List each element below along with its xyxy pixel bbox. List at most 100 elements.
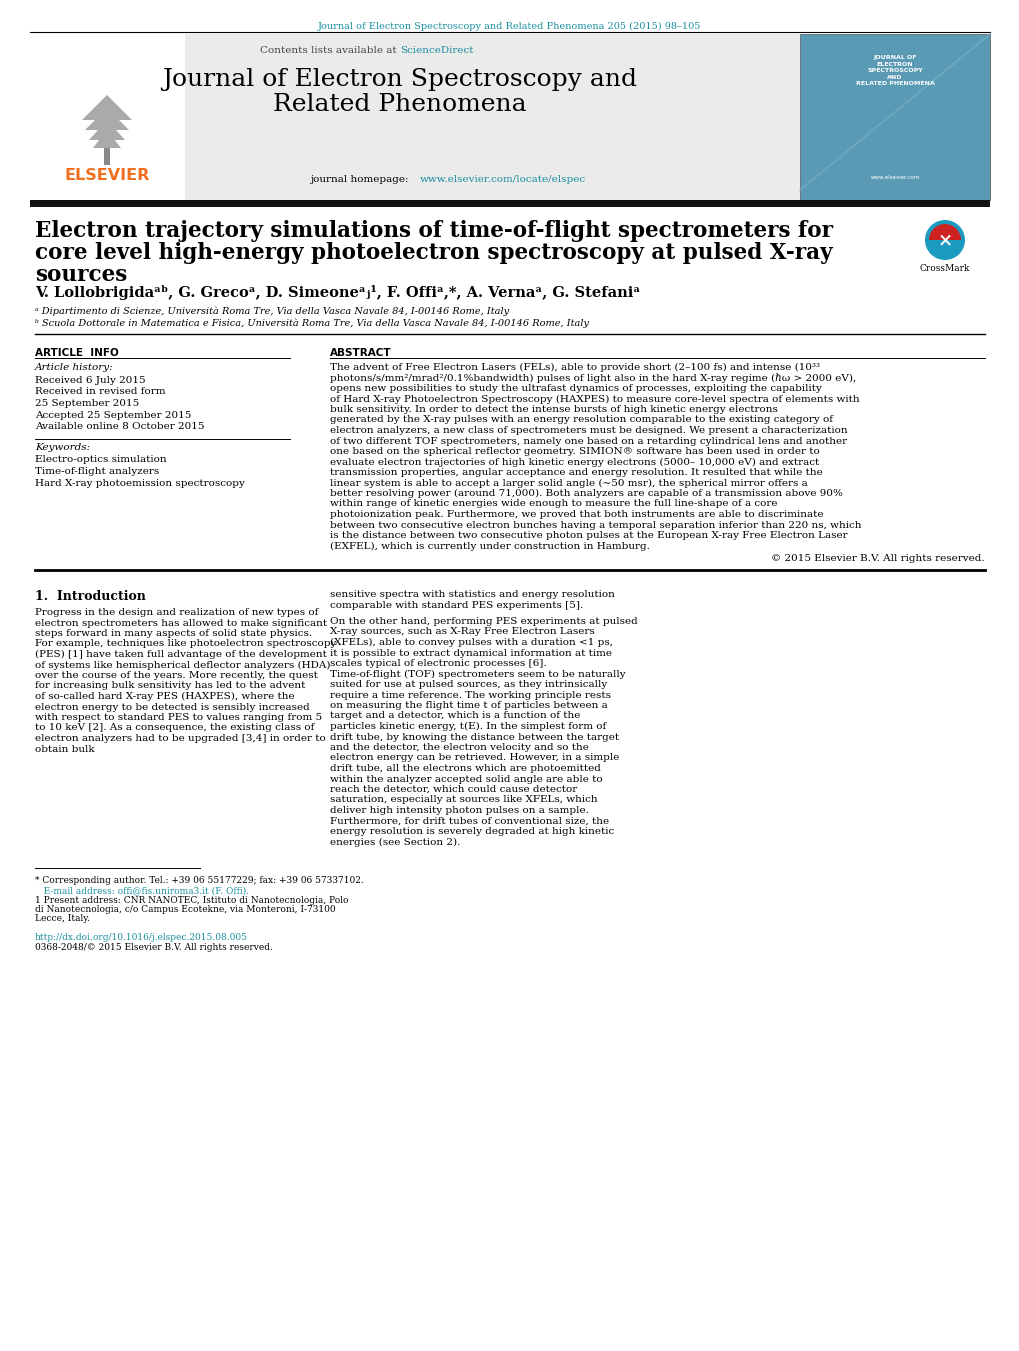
- Text: ×: ×: [936, 231, 952, 249]
- Text: electron energy can be retrieved. However, in a simple: electron energy can be retrieved. Howeve…: [330, 754, 619, 762]
- Text: comparable with standard PES experiments [5].: comparable with standard PES experiments…: [330, 600, 583, 609]
- Text: (XFELs), able to convey pulses with a duration <1 ps,: (XFELs), able to convey pulses with a du…: [330, 638, 612, 647]
- Text: 1 Present address: CNR NANOTEC, Istituto di Nanotecnologia, Polo: 1 Present address: CNR NANOTEC, Istituto…: [35, 896, 348, 905]
- Bar: [799, 34, 989, 200]
- Text: www.elsevier.com/locate/elspec: www.elsevier.com/locate/elspec: [420, 176, 586, 184]
- Text: 0368-2048/© 2015 Elsevier B.V. All rights reserved.: 0368-2048/© 2015 Elsevier B.V. All right…: [35, 943, 273, 952]
- Text: 25 September 2015: 25 September 2015: [35, 399, 140, 408]
- Text: of two different TOF spectrometers, namely one based on a retarding cylindrical : of two different TOF spectrometers, name…: [330, 436, 847, 446]
- Text: Accepted 25 September 2015: Accepted 25 September 2015: [35, 411, 192, 420]
- Text: Related Phenomena: Related Phenomena: [273, 93, 526, 116]
- Text: steps forward in many aspects of solid state physics.: steps forward in many aspects of solid s…: [35, 630, 312, 638]
- Bar: [184, 34, 799, 200]
- Text: electron spectrometers has allowed to make significant: electron spectrometers has allowed to ma…: [35, 619, 327, 627]
- Text: better resolving power (around 71,000). Both analyzers are capable of a transmis: better resolving power (around 71,000). …: [330, 489, 842, 499]
- Polygon shape: [82, 95, 131, 120]
- Circle shape: [924, 220, 964, 259]
- Text: electron analyzers had to be upgraded [3,4] in order to: electron analyzers had to be upgraded [3…: [35, 734, 325, 743]
- Text: Journal of Electron Spectroscopy and: Journal of Electron Spectroscopy and: [162, 68, 637, 91]
- Text: journal homepage:: journal homepage:: [310, 176, 412, 184]
- Text: E-mail address: offi@fis.uniroma3.it (F. Offi).: E-mail address: offi@fis.uniroma3.it (F.…: [35, 886, 249, 894]
- Text: CrossMark: CrossMark: [919, 263, 969, 273]
- Text: Time-of-flight analyzers: Time-of-flight analyzers: [35, 467, 159, 476]
- Text: 1.  Introduction: 1. Introduction: [35, 590, 146, 603]
- Bar: [104, 145, 110, 165]
- Polygon shape: [89, 120, 125, 141]
- Text: Received 6 July 2015: Received 6 July 2015: [35, 376, 146, 385]
- Text: Hard X-ray photoemission spectroscopy: Hard X-ray photoemission spectroscopy: [35, 478, 245, 488]
- Text: of systems like hemispherical deflector analyzers (HDA): of systems like hemispherical deflector …: [35, 661, 330, 670]
- Text: with respect to standard PES to values ranging from 5: with respect to standard PES to values r…: [35, 713, 322, 721]
- Text: it is possible to extract dynamical information at time: it is possible to extract dynamical info…: [330, 648, 611, 658]
- Text: Article history:: Article history:: [35, 363, 113, 372]
- Text: sensitive spectra with statistics and energy resolution: sensitive spectra with statistics and en…: [330, 590, 614, 598]
- Text: ELSEVIER: ELSEVIER: [64, 168, 150, 182]
- Text: evaluate electron trajectories of high kinetic energy electrons (5000– 10,000 eV: evaluate electron trajectories of high k…: [330, 458, 818, 466]
- Text: Available online 8 October 2015: Available online 8 October 2015: [35, 422, 204, 431]
- Text: and the detector, the electron velocity and so the: and the detector, the electron velocity …: [330, 743, 588, 753]
- Polygon shape: [93, 130, 121, 149]
- Text: energy resolution is severely degraded at high kinetic: energy resolution is severely degraded a…: [330, 827, 613, 836]
- Text: energies (see Section 2).: energies (see Section 2).: [330, 838, 460, 847]
- Text: generated by the X-ray pulses with an energy resolution comparable to the existi: generated by the X-ray pulses with an en…: [330, 416, 833, 424]
- Text: V. Lollobrigidaᵃᵇ, G. Grecoᵃ, D. Simeoneᵃⱼ¹, F. Offiᵃ,*, A. Vernaᵃ, G. Stefaniᵃ: V. Lollobrigidaᵃᵇ, G. Grecoᵃ, D. Simeone…: [35, 285, 640, 300]
- Text: opens new possibilities to study the ultrafast dynamics of processes, exploiting: opens new possibilities to study the ult…: [330, 384, 821, 393]
- Text: linear system is able to accept a larger solid angle (~50 msr), the spherical mi: linear system is able to accept a larger…: [330, 478, 807, 488]
- Text: target and a detector, which is a function of the: target and a detector, which is a functi…: [330, 712, 580, 720]
- Wedge shape: [928, 224, 960, 240]
- Text: deliver high intensity photon pulses on a sample.: deliver high intensity photon pulses on …: [330, 807, 588, 815]
- Text: The advent of Free Electron Lasers (FELs), able to provide short (2–100 fs) and : The advent of Free Electron Lasers (FELs…: [330, 363, 819, 372]
- Text: ABSTRACT: ABSTRACT: [330, 349, 391, 358]
- Text: Lecce, Italy.: Lecce, Italy.: [35, 915, 90, 923]
- Text: di Nanotecnologia, c/o Campus Ecotekne, via Monteroni, I-73100: di Nanotecnologia, c/o Campus Ecotekne, …: [35, 905, 335, 915]
- Text: scales typical of electronic processes [6].: scales typical of electronic processes […: [330, 659, 546, 667]
- Text: within range of kinetic energies wide enough to measure the full line-shape of a: within range of kinetic energies wide en…: [330, 500, 776, 508]
- Text: Progress in the design and realization of new types of: Progress in the design and realization o…: [35, 608, 318, 617]
- Text: electron analyzers, a new class of spectrometers must be designed. We present a : electron analyzers, a new class of spect…: [330, 426, 847, 435]
- Text: Electro-optics simulation: Electro-optics simulation: [35, 455, 166, 465]
- Text: sources: sources: [35, 263, 127, 286]
- Text: within the analyzer accepted solid angle are able to: within the analyzer accepted solid angle…: [330, 774, 602, 784]
- Text: bulk sensitivity. In order to detect the intense bursts of high kinetic energy e: bulk sensitivity. In order to detect the…: [330, 405, 777, 413]
- Text: on measuring the flight time t of particles between a: on measuring the flight time t of partic…: [330, 701, 607, 711]
- Text: * Corresponding author. Tel.: +39 06 55177229; fax: +39 06 57337102.: * Corresponding author. Tel.: +39 06 551…: [35, 875, 364, 885]
- Text: ᵃ Dipartimento di Scienze, Università Roma Tre, Via della Vasca Navale 84, I-001: ᵃ Dipartimento di Scienze, Università Ro…: [35, 307, 508, 316]
- Text: Received in revised form: Received in revised form: [35, 388, 165, 396]
- Polygon shape: [85, 108, 128, 130]
- Text: Journal of Electron Spectroscopy and Related Phenomena 205 (2015) 98–105: Journal of Electron Spectroscopy and Rel…: [318, 22, 701, 31]
- Text: Contents lists available at: Contents lists available at: [260, 46, 399, 55]
- Text: ScienceDirect: ScienceDirect: [399, 46, 473, 55]
- Text: Time-of-flight (TOF) spectrometers seem to be naturally: Time-of-flight (TOF) spectrometers seem …: [330, 670, 625, 678]
- Text: Furthermore, for drift tubes of conventional size, the: Furthermore, for drift tubes of conventi…: [330, 816, 608, 825]
- Text: drift tube, all the electrons which are photoemitted: drift tube, all the electrons which are …: [330, 765, 600, 773]
- Text: between two consecutive electron bunches having a temporal separation inferior t: between two consecutive electron bunches…: [330, 520, 861, 530]
- Bar: [30, 34, 184, 200]
- Text: drift tube, by knowing the distance between the target: drift tube, by knowing the distance betw…: [330, 732, 619, 742]
- Text: Electron trajectory simulations of time-of-flight spectrometers for: Electron trajectory simulations of time-…: [35, 220, 833, 242]
- Text: www.elsevier.com: www.elsevier.com: [869, 176, 919, 180]
- Text: obtain bulk: obtain bulk: [35, 744, 95, 754]
- Text: For example, techniques like photoelectron spectroscopy: For example, techniques like photoelectr…: [35, 639, 336, 648]
- Text: suited for use at pulsed sources, as they intrinsically: suited for use at pulsed sources, as the…: [330, 680, 606, 689]
- Text: photons/s/mm²/mrad²/0.1%bandwidth) pulses of light also in the hard X-ray regime: photons/s/mm²/mrad²/0.1%bandwidth) pulse…: [330, 373, 855, 384]
- Text: particles kinetic energy, t(E). In the simplest form of: particles kinetic energy, t(E). In the s…: [330, 721, 605, 731]
- Text: electron energy to be detected is sensibly increased: electron energy to be detected is sensib…: [35, 703, 310, 712]
- Text: require a time reference. The working principle rests: require a time reference. The working pr…: [330, 690, 610, 700]
- Text: to 10 keV [2]. As a consequence, the existing class of: to 10 keV [2]. As a consequence, the exi…: [35, 724, 314, 732]
- Text: saturation, especially at sources like XFELs, which: saturation, especially at sources like X…: [330, 796, 597, 804]
- Bar: [30, 200, 989, 207]
- Text: JOURNAL OF
ELECTRON
SPECTROSCOPY
AND
RELATED PHENOMENA: JOURNAL OF ELECTRON SPECTROSCOPY AND REL…: [855, 55, 933, 86]
- Text: (EXFEL), which is currently under construction in Hamburg.: (EXFEL), which is currently under constr…: [330, 542, 649, 551]
- Wedge shape: [928, 240, 960, 255]
- Text: On the other hand, performing PES experiments at pulsed: On the other hand, performing PES experi…: [330, 617, 637, 626]
- Text: of so-called hard X-ray PES (HAXPES), where the: of so-called hard X-ray PES (HAXPES), wh…: [35, 692, 294, 701]
- Text: Keywords:: Keywords:: [35, 443, 90, 453]
- Text: ARTICLE  INFO: ARTICLE INFO: [35, 349, 118, 358]
- Text: photoionization peak. Furthermore, we proved that both instruments are able to d: photoionization peak. Furthermore, we pr…: [330, 509, 822, 519]
- Text: ᵇ Scuola Dottorale in Matematica e Fisica, Università Roma Tre, Via della Vasca : ᵇ Scuola Dottorale in Matematica e Fisic…: [35, 317, 588, 327]
- Text: one based on the spherical reflector geometry. SIMION® software has been used in: one based on the spherical reflector geo…: [330, 447, 819, 457]
- Text: © 2015 Elsevier B.V. All rights reserved.: © 2015 Elsevier B.V. All rights reserved…: [770, 554, 984, 563]
- Text: X-ray sources, such as X-Ray Free Electron Lasers: X-ray sources, such as X-Ray Free Electr…: [330, 627, 594, 636]
- Text: http://dx.doi.org/10.1016/j.elspec.2015.08.005: http://dx.doi.org/10.1016/j.elspec.2015.…: [35, 934, 248, 942]
- Text: over the course of the years. More recently, the quest: over the course of the years. More recen…: [35, 671, 318, 680]
